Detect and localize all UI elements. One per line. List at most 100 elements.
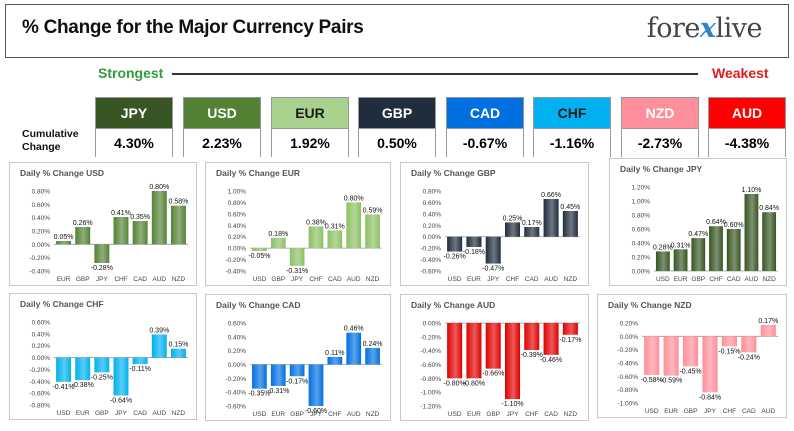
bar-gbp [75, 227, 91, 245]
y-tick-label: 1.20% [632, 185, 651, 192]
category-label: USD [656, 276, 670, 283]
y-tick-label: 0.00% [423, 321, 442, 328]
bar-aud [151, 191, 167, 245]
y-tick-label: 0.40% [228, 334, 247, 341]
strongest-label: Strongest [98, 65, 164, 81]
bar-cad [524, 227, 540, 237]
category-label: CHF [309, 276, 322, 283]
y-tick-label: 0.20% [423, 223, 442, 230]
data-label: 0.11% [325, 350, 344, 357]
y-tick-label: 0.40% [632, 241, 651, 248]
data-label: 0.28% [653, 244, 673, 251]
y-tick-label: 0.20% [228, 234, 247, 241]
data-label: -0.15% [718, 348, 740, 355]
bar-cad [726, 229, 741, 271]
category-label: CAD [727, 276, 741, 283]
data-label: -0.26% [444, 254, 466, 261]
bar-eur [56, 241, 72, 245]
y-tick-label: 0.20% [228, 348, 247, 355]
y-tick-label: -0.80% [29, 403, 50, 410]
bar-eur [466, 323, 482, 379]
category-label: GBP [95, 410, 109, 417]
currency-box-nzd: NZD -2.73% [621, 97, 699, 157]
category-label: NZD [172, 410, 186, 417]
data-label: 0.84% [759, 205, 779, 212]
bar-aud [744, 194, 759, 271]
chart-usd: Daily % Change USD -0.40% -0.20% 0.00% 0.20%… [20, 168, 188, 283]
data-label: -0.60% [305, 408, 327, 415]
data-label: 0.25% [503, 215, 523, 222]
data-label: 0.41% [111, 210, 131, 217]
category-label: JPY [310, 411, 323, 418]
weakest-label: Weakest [712, 65, 769, 81]
data-label: -0.80% [444, 380, 466, 387]
bar-nzd [170, 205, 186, 245]
category-label: CAD [544, 411, 558, 418]
category-label: AUD [544, 276, 558, 283]
category-label: EUR [467, 411, 481, 418]
bar-aud [346, 332, 362, 365]
chart-panel-aud: Daily % Change AUD -1.20% -1.00% -0.80% -0.6… [400, 294, 589, 421]
y-tick-label: 0.00% [632, 269, 651, 276]
y-tick-label: 0.00% [228, 246, 247, 253]
data-label: -0.24% [738, 354, 760, 361]
y-tick-label: -0.40% [225, 269, 246, 276]
y-tick-label: 1.00% [632, 199, 651, 206]
data-label: 0.15% [168, 342, 188, 349]
category-label: CHF [114, 276, 127, 283]
data-label: 0.46% [344, 326, 364, 333]
y-tick-label: 0.00% [32, 355, 51, 362]
category-label: USD [448, 276, 462, 283]
bar-gbp [485, 323, 501, 369]
bar-nzd [365, 214, 380, 249]
y-tick-label: -0.60% [420, 362, 441, 369]
data-label: 0.26% [73, 220, 93, 227]
bar-jpy [94, 244, 110, 263]
bar-aud [543, 199, 559, 237]
chart-title: Daily % Change CHF [20, 299, 104, 309]
currency-box-gbp: GBP 0.50% [358, 97, 436, 157]
y-tick-label: 0.40% [32, 215, 51, 222]
chart-panel-chf: Daily % Change CHF -0.80% -0.60% -0.40% -0.2… [9, 293, 197, 420]
bar-chf [721, 336, 738, 347]
currency-value-gbp: 0.50% [359, 128, 435, 157]
category-label: EUR [271, 411, 285, 418]
category-label: GBP [76, 276, 90, 283]
data-label: -0.80% [463, 380, 485, 387]
category-label: JPY [115, 410, 128, 417]
y-tick-label: 0.40% [423, 211, 442, 218]
data-label: 0.80% [344, 195, 364, 202]
currency-value-nzd: -2.73% [622, 128, 698, 157]
data-label: -0.17% [286, 378, 308, 385]
y-tick-label: -0.20% [225, 257, 246, 264]
y-tick-label: 0.60% [228, 211, 247, 218]
y-tick-label: -0.40% [29, 269, 50, 276]
y-tick-label: -0.40% [29, 379, 50, 386]
category-label: JPY [291, 276, 304, 283]
data-label: -0.59% [660, 378, 682, 385]
bar-jpy [702, 336, 718, 393]
bar-gbp [682, 336, 699, 367]
data-label: 0.58% [168, 199, 188, 206]
currency-box-jpy: JPY 4.30% [95, 97, 173, 157]
logo-text-left: fore [646, 13, 701, 44]
category-label: JPY [487, 276, 500, 283]
category-label: GBP [271, 276, 285, 283]
chart-panel-gbp: Daily % Change GBP -0.60% -0.40% -0.20% 0.00… [400, 162, 589, 286]
category-label: NZD [564, 276, 578, 283]
data-label: 0.24% [363, 341, 383, 348]
y-tick-label: -1.00% [617, 401, 638, 408]
data-label: -0.84% [699, 394, 721, 401]
data-label: -0.28% [91, 265, 113, 272]
bar-chf [308, 226, 324, 249]
category-label: AUD [761, 408, 775, 415]
bar-gbp [270, 237, 286, 249]
category-label: EUR [664, 408, 678, 415]
y-tick-label: 0.40% [32, 331, 51, 338]
data-label: -0.41% [52, 384, 74, 391]
y-tick-label: 0.20% [632, 255, 651, 262]
category-label: AUD [152, 410, 166, 417]
y-tick-label: -0.20% [29, 255, 50, 262]
data-label: 0.38% [306, 219, 326, 226]
data-label: -0.58% [641, 377, 663, 384]
